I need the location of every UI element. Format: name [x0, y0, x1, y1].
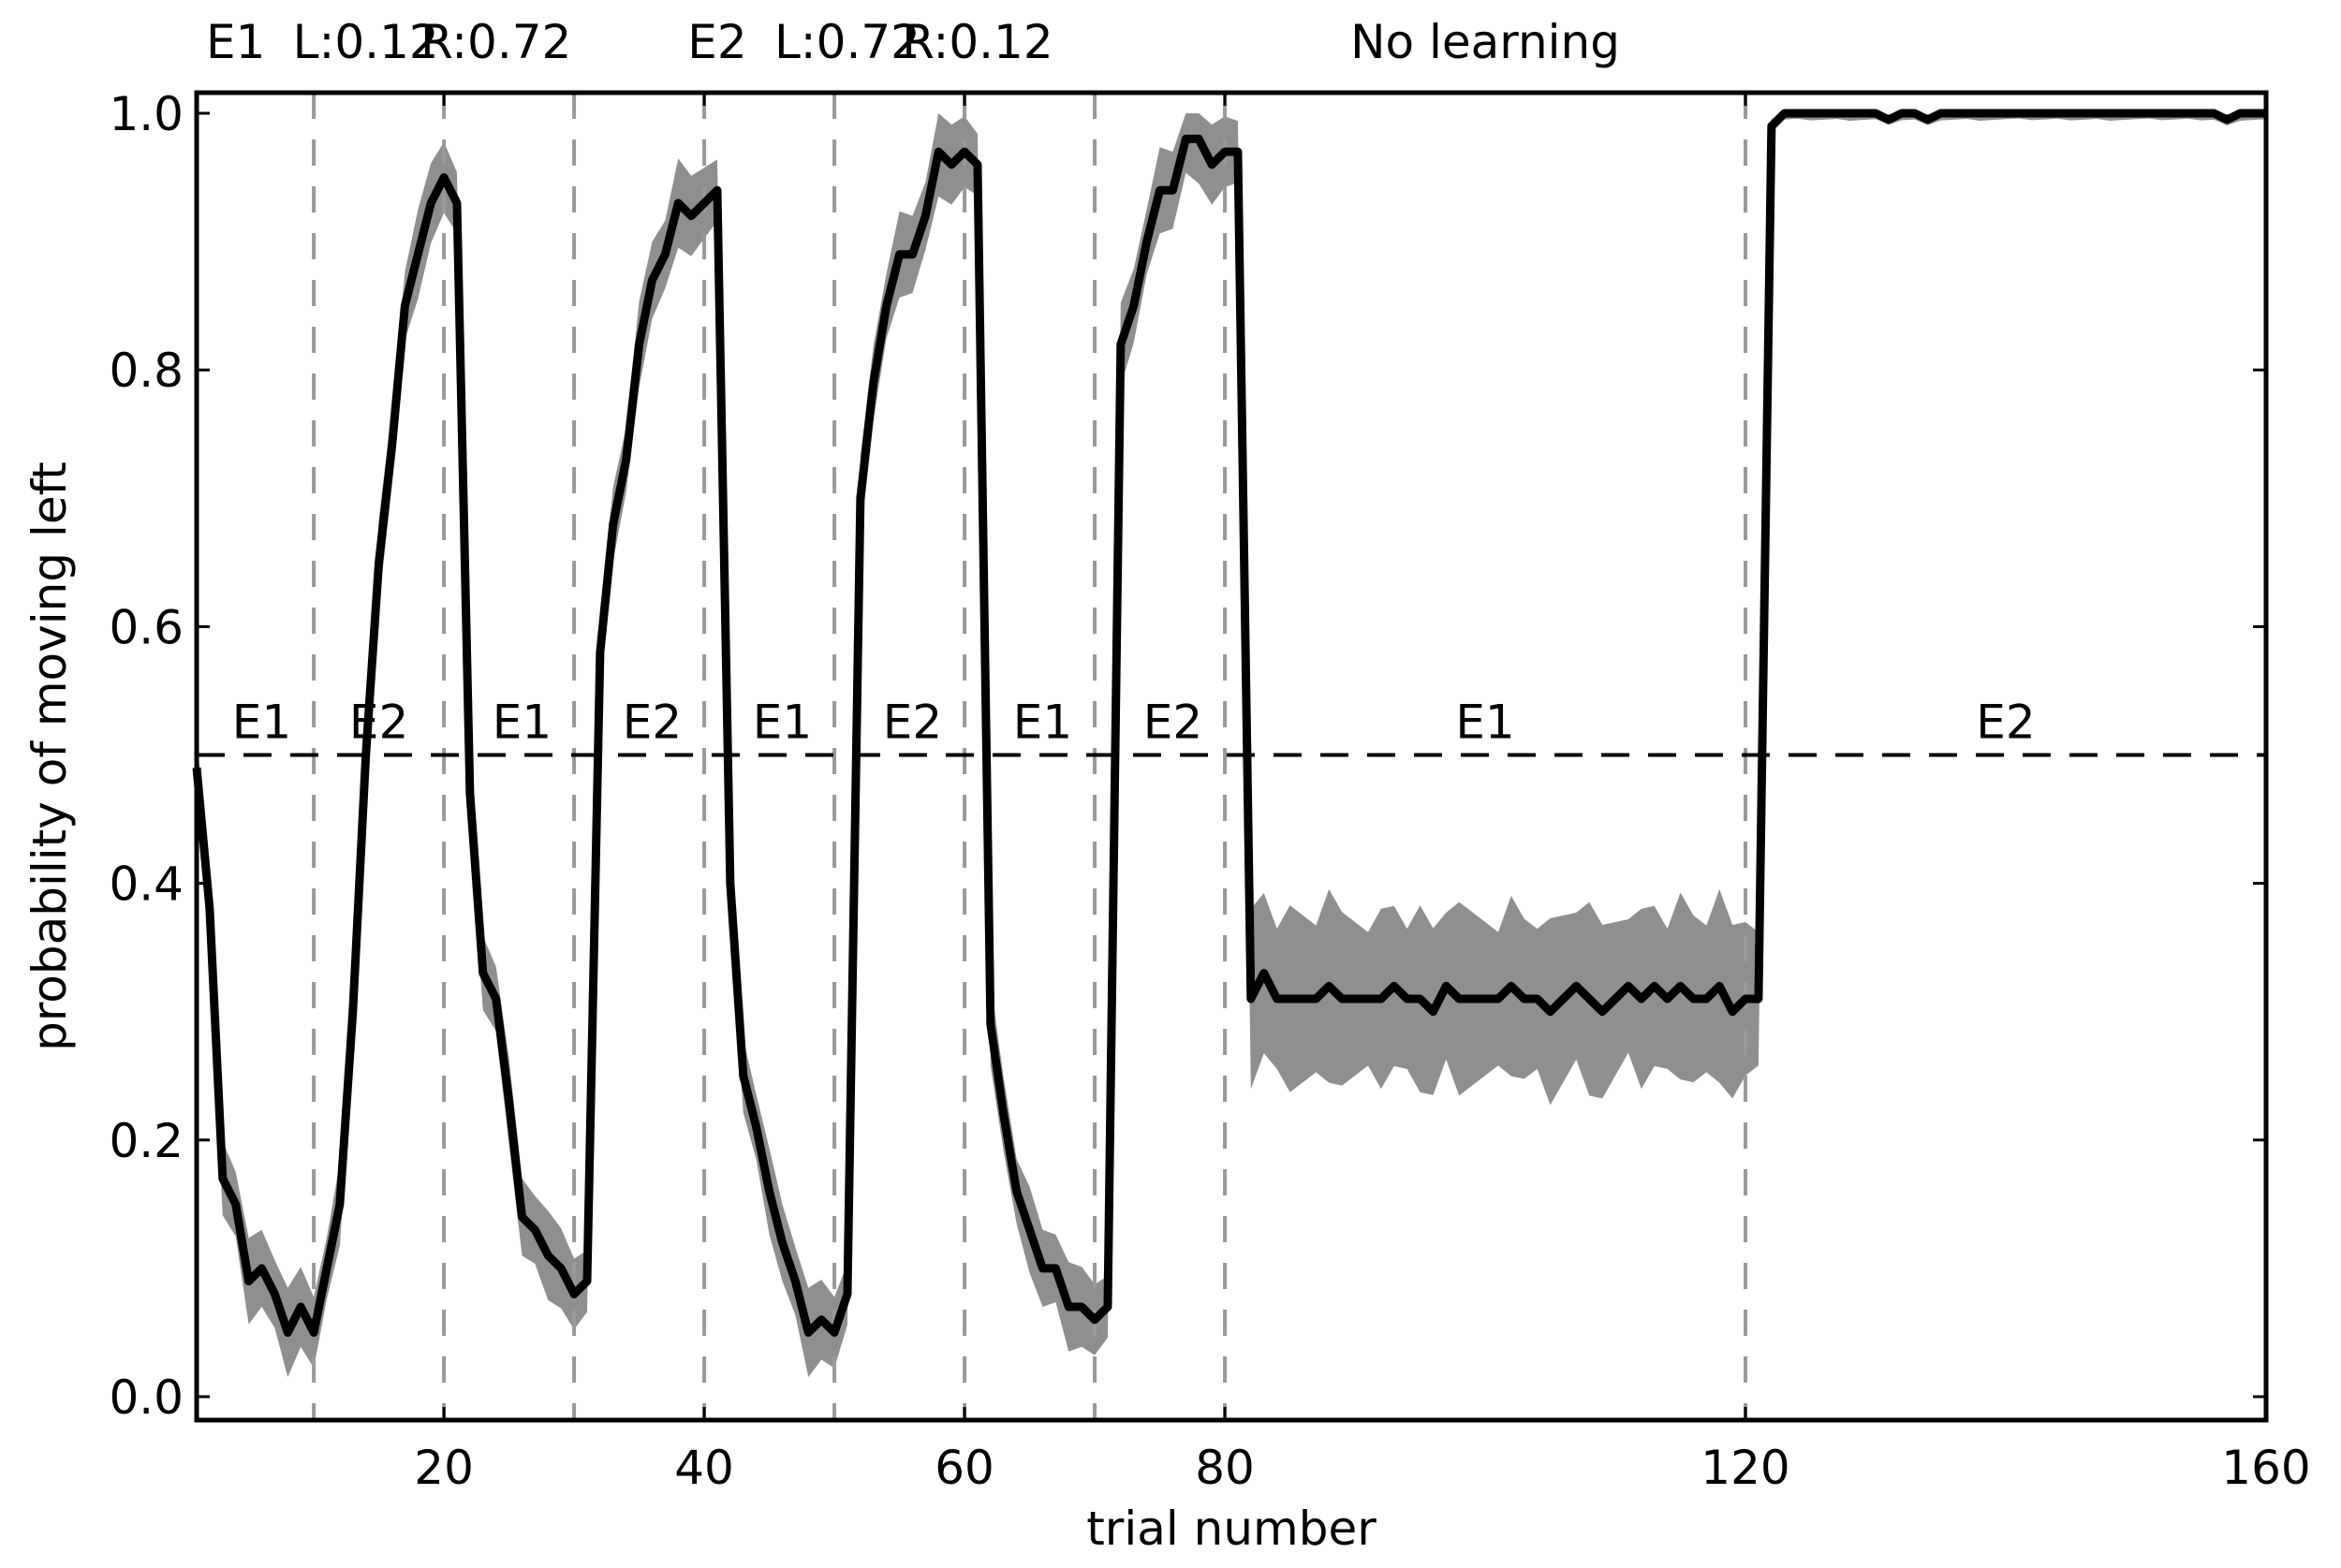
top-annotation: E2 — [687, 15, 746, 69]
plot-frame — [194, 90, 2269, 1423]
y-tick-label: 0.4 — [109, 857, 184, 912]
segment-label: E1 — [753, 696, 812, 750]
x-axis-label: trial number — [1086, 1502, 1377, 1556]
segment-label: E1 — [1013, 696, 1072, 750]
x-tick-label: 20 — [414, 1441, 474, 1495]
segment-label: E2 — [623, 696, 682, 750]
segment-label: E2 — [1976, 696, 2035, 750]
mean-probability-line — [192, 109, 2266, 1337]
segment-label: E2 — [349, 696, 408, 750]
x-axis-ticks: 20 40 60 80 120 160 — [414, 93, 2311, 1495]
segment-label: E1 — [493, 696, 552, 750]
plot-area: E1 E2 E1 E2 E1 E2 E1 E2 E1 E2 — [192, 93, 2266, 1420]
top-annotation: E1 — [206, 15, 265, 69]
top-annotations: E1 L:0.12R:0.72 E2 L:0.72R:0.12 No learning — [206, 15, 1620, 69]
y-tick-label: 0.2 — [109, 1114, 184, 1168]
segment-label: E1 — [232, 696, 291, 750]
x-tick-label: 40 — [674, 1441, 734, 1495]
top-annotation: R:0.12 — [902, 15, 1053, 69]
x-tick-label: 60 — [935, 1441, 994, 1495]
y-tick-label: 0.6 — [109, 600, 184, 654]
y-tick-label: 1.0 — [109, 87, 184, 141]
x-tick-label: 80 — [1195, 1441, 1255, 1495]
environment-segment-labels: E1 E2 E1 E2 E1 E2 E1 E2 E1 E2 — [232, 696, 2036, 750]
y-axis-ticks: 0.0 0.2 0.4 0.6 0.8 1.0 — [109, 87, 2266, 1425]
segment-label: E2 — [883, 696, 942, 750]
y-tick-label: 0.8 — [109, 344, 184, 398]
confidence-band — [197, 113, 2266, 1378]
y-axis-label: probability of moving left — [22, 462, 77, 1051]
segment-label: E1 — [1455, 696, 1514, 750]
top-annotation: No learning — [1350, 15, 1620, 69]
top-annotation: R:0.72 — [420, 15, 571, 69]
segment-label: E2 — [1143, 696, 1202, 750]
top-annotation: L:0.12 — [293, 15, 439, 69]
top-annotation: L:0.72 — [774, 15, 920, 69]
x-tick-label: 160 — [2221, 1441, 2310, 1495]
y-tick-label: 0.0 — [109, 1370, 184, 1425]
x-tick-label: 120 — [1701, 1441, 1789, 1495]
